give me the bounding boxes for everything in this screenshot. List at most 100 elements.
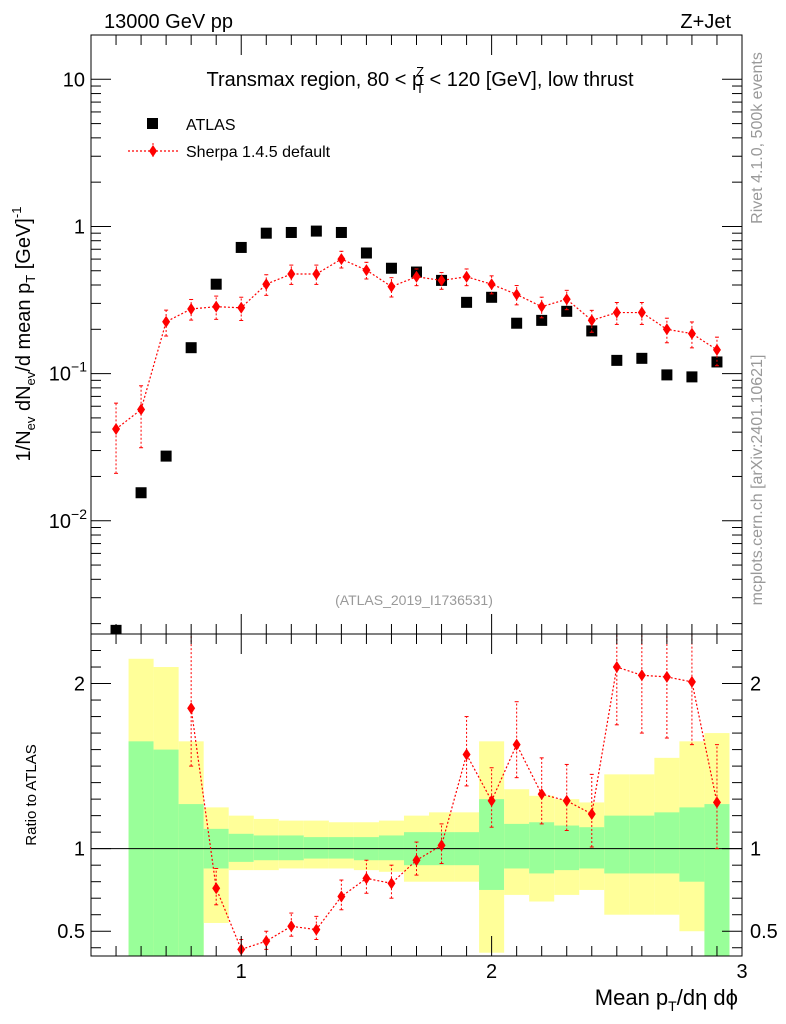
sherpa-point [387, 280, 396, 293]
ratio-point [362, 872, 371, 885]
atlas-point [636, 352, 648, 364]
sherpa-point [187, 302, 196, 315]
green-band [654, 812, 680, 874]
atlas-point [686, 371, 698, 383]
sherpa-point [512, 288, 521, 301]
ratio-point [312, 923, 321, 936]
ratio-y-tick-label-right: 0.5 [750, 921, 778, 943]
ratio-plot-y-tick-labels: 0.5 0.5 1 1 2 2 [57, 674, 778, 944]
ratio-point [712, 796, 721, 809]
sherpa-point [262, 278, 271, 291]
x-tick-label: 2 [486, 961, 497, 983]
atlas-point [461, 296, 473, 308]
green-band [629, 815, 655, 874]
sherpa-point [587, 314, 596, 327]
ratio-y-tick-label-left: 1 [74, 839, 85, 861]
ratio-plot-ticks [91, 634, 743, 956]
green-band [704, 804, 730, 956]
legend: ATLAS Sherpa 1.4.5 default [128, 117, 331, 161]
atlas-point [160, 450, 172, 462]
main-plot-y-axis-label: 1/Nev dNev/d mean pT [GeV]-1 [9, 207, 38, 462]
sherpa-point [462, 270, 471, 283]
atlas-point [385, 262, 397, 274]
sherpa-point [612, 306, 621, 319]
sherpa-point [537, 300, 546, 313]
ratio-point [262, 935, 271, 948]
ratio-point [187, 702, 196, 715]
green-band [378, 835, 404, 861]
atlas-point [335, 226, 347, 238]
sherpa-point [162, 315, 171, 328]
ratio-point [687, 675, 696, 688]
atlas-point [486, 291, 498, 303]
sherpa-point [662, 323, 671, 336]
sherpa-point [687, 327, 696, 340]
ratio-y-tick-label-right: 1 [750, 839, 761, 861]
green-band [278, 835, 304, 861]
sherpa-point [487, 278, 496, 291]
ratio-point [562, 794, 571, 807]
main-plot-data [110, 225, 723, 634]
x-axis-label: Mean pT/dη dϕ [595, 985, 738, 1014]
atlas-point [285, 226, 297, 238]
y-tick-label: 10−1 [49, 359, 87, 386]
y-tick-label: 10 [63, 69, 85, 91]
green-band [253, 835, 279, 861]
main-plot-panel: 10 1 10−1 10−2 Transmax region, 80 < pZ T < … [9, 34, 743, 635]
sherpa-point [437, 274, 446, 287]
atlas-point [235, 241, 247, 253]
ratio-point [437, 839, 446, 852]
green-band [554, 825, 580, 871]
header-left: 13000 GeV pp [104, 11, 233, 33]
ratio-point [287, 920, 296, 933]
y-tick-label: 1 [74, 216, 85, 238]
sherpa-point [712, 343, 721, 356]
ratio-y-tick-label-right: 2 [750, 674, 761, 696]
sherpa-point [312, 268, 321, 281]
green-band [128, 741, 154, 956]
green-band [153, 749, 179, 956]
sherpa-point [337, 253, 346, 266]
sherpa-point [412, 270, 421, 283]
atlas-point [511, 317, 523, 329]
green-band [328, 837, 354, 859]
legend-label-atlas: ATLAS [186, 117, 236, 134]
ratio-point [587, 807, 596, 820]
atlas-point [711, 356, 723, 368]
green-band [303, 837, 329, 859]
green-band [679, 807, 705, 882]
ratio-point [412, 854, 421, 867]
mcplots-label: mcplots.cern.ch [arXiv:2401.10621] [749, 355, 766, 606]
main-plot-ticks [91, 34, 743, 634]
sherpa-point [137, 403, 146, 416]
sherpa-point [562, 293, 571, 306]
sherpa-point [212, 300, 221, 313]
ratio-line [190, 666, 718, 951]
green-band [228, 833, 254, 862]
atlas-point [561, 305, 573, 317]
ratio-point [462, 748, 471, 761]
ratio-point [662, 670, 671, 683]
x-tick-label: 3 [736, 961, 747, 983]
atlas-point [536, 314, 548, 326]
ratio-point [487, 794, 496, 807]
green-band [178, 804, 204, 956]
ratio-point [537, 788, 546, 801]
green-band [479, 799, 505, 890]
legend-label-sherpa: Sherpa 1.4.5 default [186, 144, 331, 161]
green-band [604, 815, 630, 874]
sherpa-point [112, 423, 121, 436]
ratio-uncertainty-bands [128, 658, 730, 956]
y-tick-label: 10−2 [49, 506, 87, 533]
green-band [529, 822, 555, 874]
atlas-point [310, 225, 322, 237]
rivet-label: Rivet 4.1.0, 500k events [749, 52, 766, 224]
green-band [504, 823, 530, 869]
atlas-point [110, 624, 122, 634]
ratio-y-tick-label-left: 0.5 [57, 921, 85, 943]
ratio-point [637, 669, 646, 682]
legend-marker-atlas [147, 118, 158, 129]
atlas-point [135, 487, 147, 499]
header-right: Z+Jet [680, 11, 731, 33]
